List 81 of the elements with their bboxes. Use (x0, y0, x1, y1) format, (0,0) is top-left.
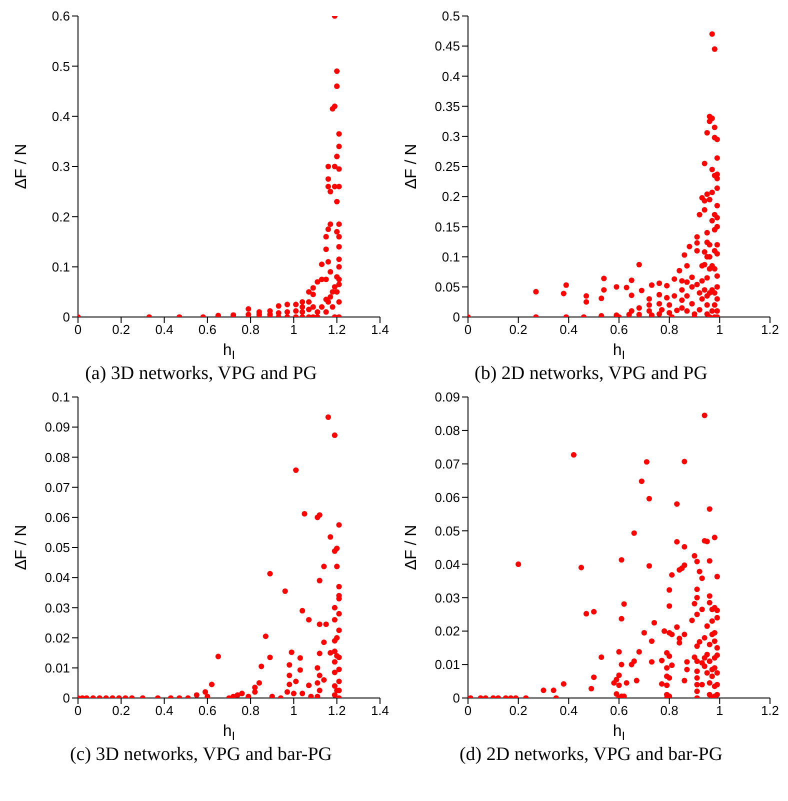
y-tick-label: 0.04 (44, 570, 70, 586)
x-axis-title: h$_{I}$ (222, 723, 236, 743)
x-axis-title: h$_{I}$ (612, 342, 626, 362)
x-tick-label: 0.2 (509, 703, 528, 718)
x-tick-label: 0 (74, 322, 82, 338)
x-tick-label: 0.6 (198, 703, 216, 718)
y-tick-label: 0.04 (434, 556, 460, 572)
y-tick-label: 0.1 (442, 249, 460, 264)
y-tick-label: 0.1 (52, 259, 70, 274)
x-tick-label: 0.6 (610, 322, 628, 338)
x-tick-label: 0.4 (155, 703, 174, 718)
y-tick-label: 0.09 (44, 420, 70, 435)
x-tick-label: 1.2 (760, 703, 780, 718)
x-tick-label: 0 (464, 703, 472, 718)
text: (b) 2D networks, VPG and PG (474, 363, 708, 385)
x-tick-label: 0.8 (242, 322, 260, 338)
x-tick-label: 1 (716, 703, 724, 718)
y-axis-title: ΔF / N (403, 524, 420, 570)
x-axis-title: h$_{I}$ (612, 723, 626, 743)
x-tick-label: 0.2 (509, 322, 528, 338)
text: (c) 3D networks, VPG and bar-PG (68, 744, 334, 766)
y-tick-label: 0 (452, 310, 460, 325)
y-tick-label: 0.6 (52, 8, 70, 24)
y-tick-label: 0.4 (442, 68, 460, 84)
y-tick-label: 0.4 (52, 108, 70, 124)
x-tick-label: 0.2 (112, 703, 130, 718)
y-tick-label: 0.03 (434, 590, 460, 606)
y-tick-label: 0.03 (44, 600, 70, 616)
y-tick-label: 0.01 (434, 657, 460, 672)
y-tick-label: 0.5 (52, 58, 70, 74)
y-tick-label: 0.3 (52, 159, 70, 174)
x-tick-label: 1 (290, 703, 298, 718)
y-tick-label: 0.02 (44, 630, 70, 646)
y-tick-label: 0.06 (434, 490, 460, 505)
x-tick-label: 0.6 (198, 322, 216, 338)
y-tick-label: 0.5 (442, 8, 460, 24)
y-tick-label: 0.2 (52, 209, 70, 224)
y-tick-label: 0.09 (434, 390, 460, 405)
x-tick-label: 0.4 (560, 703, 578, 718)
y-tick-label: 0.07 (434, 456, 460, 472)
text: (d) 2D networks, VPG and bar-PG (458, 744, 724, 766)
y-tick-label: 0.45 (434, 38, 460, 54)
x-tick-label: 1.2 (328, 703, 346, 718)
y-tick-label: 0.06 (44, 510, 70, 526)
x-tick-label: 0.6 (610, 703, 628, 718)
y-tick-label: 0.01 (44, 660, 70, 676)
y-tick-label: 0.08 (44, 450, 70, 465)
x-axis-title: h$_{I}$ (222, 342, 236, 362)
text: (a) 3D networks, VPG and PG (84, 363, 318, 385)
y-tick-label: 0.35 (434, 98, 460, 114)
x-tick-label: 0 (464, 322, 472, 338)
y-tick-label: 0.05 (434, 523, 460, 538)
x-tick-label: 0.2 (112, 322, 130, 338)
x-tick-label: 0.4 (560, 322, 578, 338)
y-axis-title: ΔF / N (403, 144, 420, 190)
y-tick-label: 0 (452, 690, 460, 706)
x-tick-label: 0 (74, 703, 82, 718)
x-tick-label: 1.4 (370, 322, 390, 338)
y-axis-title: ΔF / N (13, 524, 30, 570)
x-tick-label: 0.8 (660, 322, 678, 338)
y-tick-label: 0.1 (52, 390, 70, 405)
x-tick-label: 0.4 (155, 322, 174, 338)
y-tick-label: 0.2 (442, 189, 460, 204)
y-tick-label: 0.3 (442, 129, 460, 144)
y-tick-label: 0.15 (434, 219, 460, 234)
x-tick-label: 1.2 (328, 322, 346, 338)
y-tick-label: 0.02 (434, 624, 460, 639)
y-tick-label: 0.05 (434, 280, 460, 295)
x-tick-label: 1 (716, 322, 724, 338)
y-axis-title: ΔF / N (13, 144, 30, 190)
x-tick-label: 1 (290, 322, 298, 338)
x-tick-label: 1.2 (760, 322, 780, 338)
y-tick-label: 0.08 (434, 423, 460, 438)
y-tick-label: 0 (62, 310, 70, 325)
x-tick-label: 1.4 (370, 703, 390, 718)
x-tick-label: 0.8 (242, 703, 260, 718)
x-tick-label: 0.8 (660, 703, 678, 718)
y-tick-label: 0.07 (44, 480, 70, 495)
y-tick-label: 0.25 (434, 159, 460, 174)
y-tick-label: 0.05 (44, 540, 70, 556)
y-tick-label: 0 (62, 690, 70, 706)
